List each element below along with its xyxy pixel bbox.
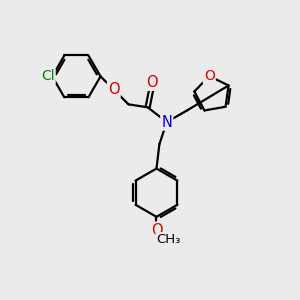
Text: CH₃: CH₃ xyxy=(157,233,181,246)
Text: Cl: Cl xyxy=(41,69,55,83)
Text: O: O xyxy=(151,223,162,238)
Text: N: N xyxy=(161,115,172,130)
Text: O: O xyxy=(146,75,158,90)
Text: O: O xyxy=(108,82,120,97)
Text: O: O xyxy=(204,69,215,83)
